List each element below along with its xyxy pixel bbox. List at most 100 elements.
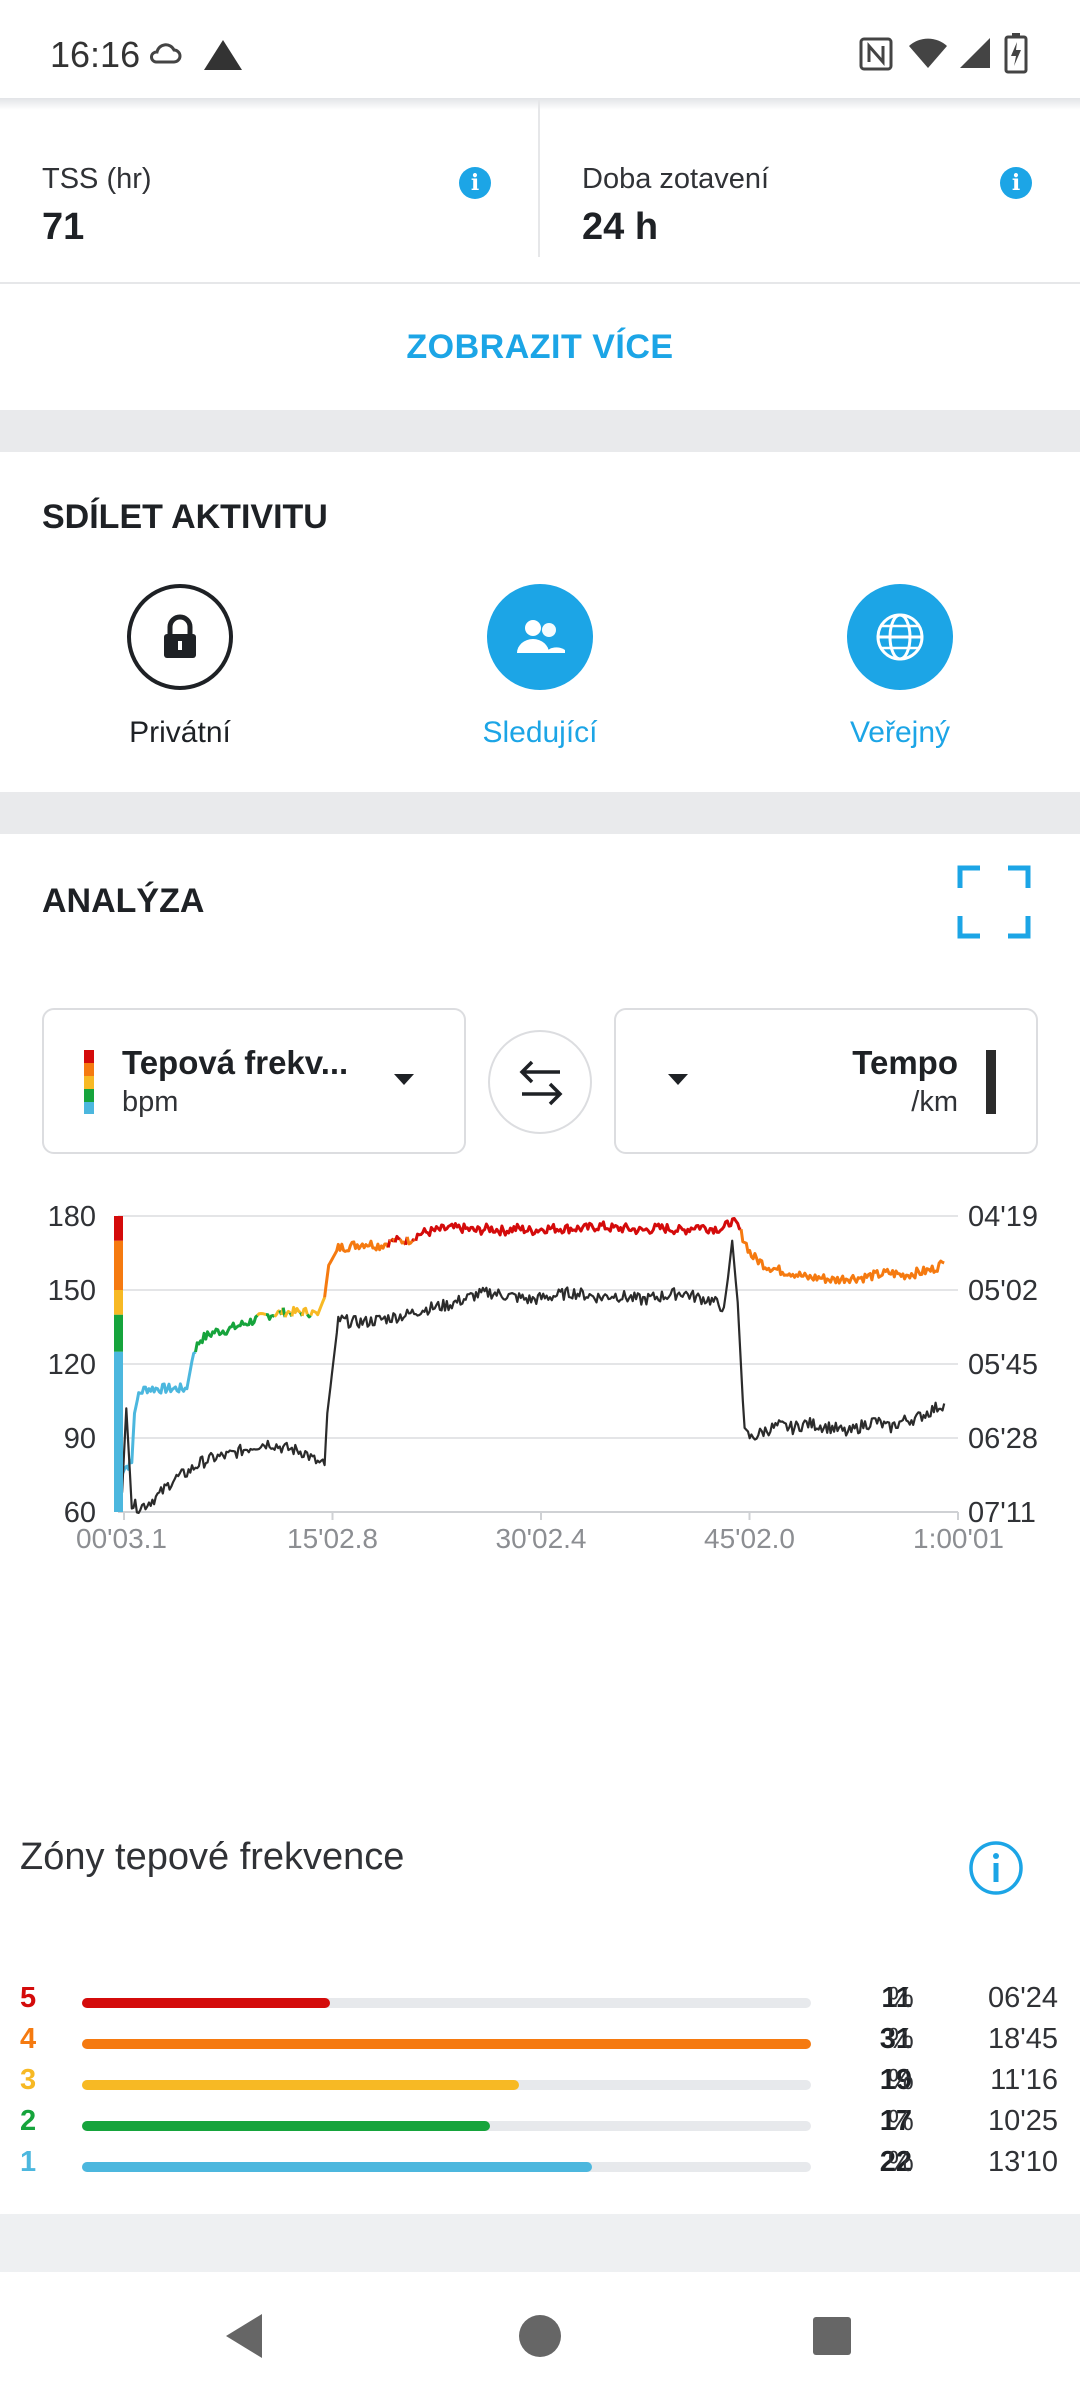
heart-rate-line-segment [256,1312,267,1317]
zone-time: 06'24 [987,1982,1058,2014]
zone-bar-fill [82,2080,520,2090]
zone-bar-fill [82,2039,811,2049]
x-axis: 00'03.1 15'02.8 30'02.4 45'02.0 1:00'01 [76,1523,1004,1554]
zone-percent: 19 [879,2064,912,2096]
zone-time: 10'25 [987,2105,1058,2137]
lock-icon [127,584,233,690]
zone-percent: 31 [879,2023,912,2055]
y-right-tick-label: 05'45 [968,1349,1038,1381]
swap-icon [519,1060,563,1106]
zone-color-band [114,1290,123,1315]
recents-icon[interactable] [812,2316,852,2356]
share-option-public[interactable]: Veřejný [800,584,1000,750]
home-icon[interactable] [518,2314,562,2358]
info-icon[interactable]: i [1000,167,1032,199]
zone-color-band [114,1240,123,1290]
y-right-tick-label: 07'11 [968,1497,1036,1529]
x-tick-label: 15'02.8 [287,1523,378,1554]
share-option-private[interactable]: Privátní [80,584,280,750]
share-option-followers[interactable]: Sledující [440,584,640,750]
zone-number: 3 [20,2064,37,2096]
zone-row: 3 19% 11'16 [0,2064,1080,2104]
right-metric-title: Tempo [852,1044,958,1081]
heart-rate-line-segment [405,1236,414,1246]
zone-color-band [114,1351,123,1512]
status-time: 16:16 [50,34,141,75]
section-divider [0,792,1080,834]
zone-number: 1 [20,2146,37,2178]
heart-rate-series [117,1217,945,1477]
x-tick-label: 30'02.4 [496,1523,587,1554]
stat-recovery-label: Doba zotavení [582,163,770,195]
zone-bar-track [82,2039,811,2049]
left-metric-selector[interactable]: Tepová frekv... bpm [42,1008,466,1154]
heart-rate-line-segment [265,1313,276,1321]
zone-row: 5 11% 06'24 [0,1982,1080,2022]
zone-bar-fill [82,1998,330,2008]
y-left-tick-label: 90 [64,1423,96,1455]
fullscreen-icon[interactable] [956,864,1032,940]
analysis-title: ANALÝZA [42,882,205,920]
y-left-tick-label: 150 [48,1275,96,1307]
y-axis-right: 04'19 05'02 05'45 06'28 07'11 [968,1201,1038,1529]
pace-line [117,1239,946,1514]
zone-number: 5 [20,1982,37,2014]
heart-rate-line-segment [414,1217,742,1242]
stat-tss-label: TSS (hr) [42,163,152,195]
pace-series-swatch [986,1050,996,1114]
y-right-tick-label: 05'02 [968,1275,1038,1307]
share-option-label: Sledující [482,716,598,749]
heart-rate-line-segment [323,1239,390,1298]
zone-percent-sign: % [888,1982,914,2014]
zone-percent-sign: % [888,2146,914,2178]
heart-rate-line-segment [393,1234,401,1243]
dropdown-arrow-icon [394,1074,414,1085]
info-icon[interactable] [968,1840,1024,1896]
y-left-tick-label: 60 [64,1497,96,1529]
y-left-tick-label: 180 [48,1201,96,1233]
zone-color-bar [114,1216,123,1512]
stat-tss: TSS (hr) 71 [42,163,152,249]
share-option-label: Privátní [129,716,231,749]
heart-rate-line-segment [290,1305,302,1317]
zone-number: 4 [20,2023,37,2055]
stat-tss-value: 71 [42,206,85,248]
zone-time: 11'16 [990,2064,1058,2096]
back-icon[interactable] [222,2312,266,2360]
heart-rate-line-segment [739,1228,945,1285]
wifi-icon [909,38,947,68]
y-axis-left: 180 150 120 90 60 [48,1201,96,1529]
stats-row: TSS (hr) 71 i Doba zotavení 24 h i [0,100,1080,284]
followers-icon [487,584,593,690]
cloud-icon [149,43,182,64]
zone-bar-track [82,2162,811,2172]
zone-number: 2 [20,2105,37,2137]
heart-rate-line-segment [117,1350,197,1477]
heart-rate-zones-icon [84,1050,94,1114]
section-divider [0,2214,1080,2272]
zone-time: 13'10 [987,2146,1058,2178]
left-metric-title: Tepová frekv... [122,1044,349,1081]
analysis-section: ANALÝZA Tepová frekv... bpm Tempo /km [0,834,1080,2214]
zone-color-band [114,1314,123,1352]
zone-row: 2 17% 10'25 [0,2105,1080,2145]
heart-rate-line-segment [300,1306,309,1317]
right-metric-selector[interactable]: Tempo /km [614,1008,1038,1154]
swap-axes-button[interactable] [488,1030,592,1134]
right-metric-unit: /km [911,1086,958,1118]
zone-percent-sign: % [888,2105,914,2137]
zone-bar-fill [82,2162,593,2172]
stat-recovery: Doba zotavení 24 h [582,163,769,249]
zones-title: Zóny tepové frekvence [20,1836,405,1878]
info-icon[interactable]: i [459,167,491,199]
section-divider [0,410,1080,452]
show-more-button[interactable]: ZOBRAZIT VÍCE [406,328,674,366]
zone-bar-fill [82,2121,491,2131]
globe-icon [847,584,953,690]
heart-rate-line-segment [306,1313,312,1319]
signal-icon [960,38,990,68]
y-right-tick-label: 04'19 [968,1201,1038,1233]
zone-bar-track [82,1998,811,2008]
heart-rate-line-segment [283,1309,292,1318]
